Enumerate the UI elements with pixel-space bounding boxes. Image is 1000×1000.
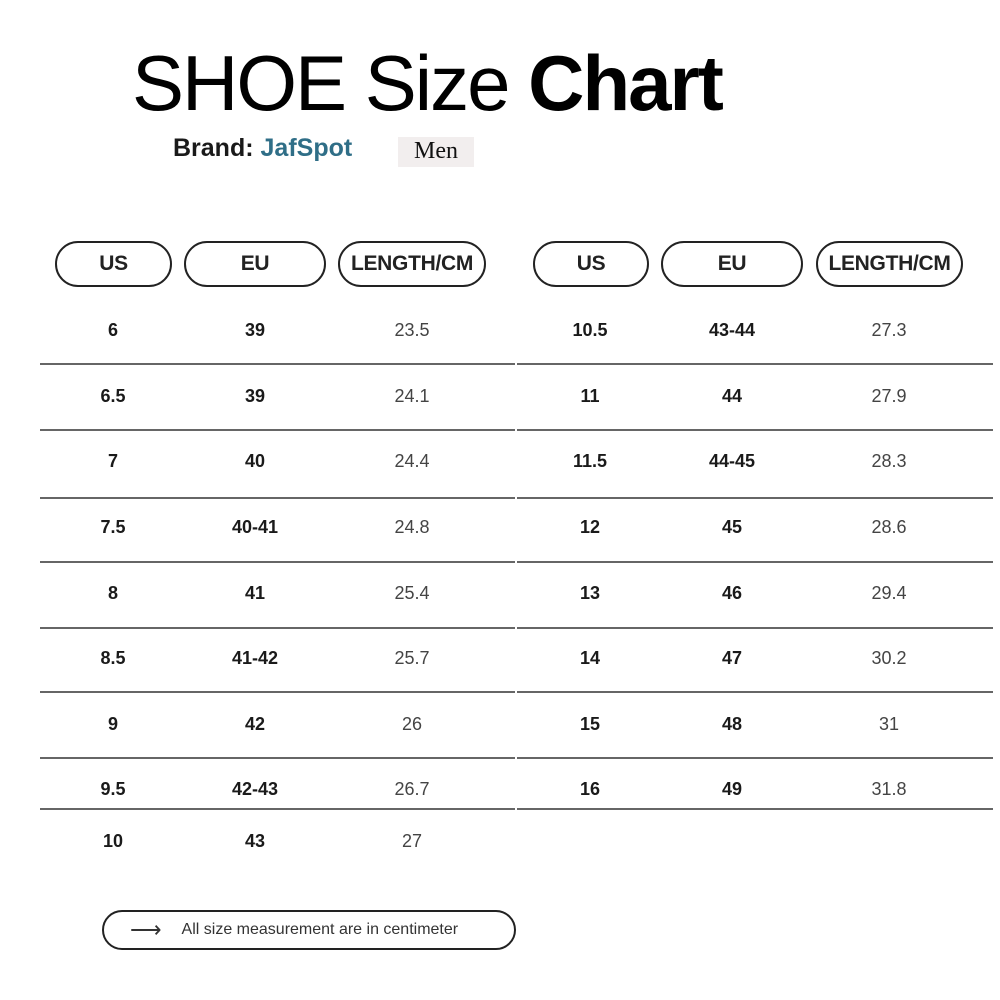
cell-eu: 40-41 bbox=[231, 517, 279, 537]
cell-eu: 40 bbox=[244, 451, 266, 471]
cell-us: 11 bbox=[580, 386, 600, 406]
cell-length: 27.3 bbox=[871, 320, 907, 340]
row-divider bbox=[40, 691, 515, 693]
cell-length: 27 bbox=[401, 831, 423, 851]
cell-eu: 39 bbox=[244, 320, 266, 340]
row-divider bbox=[517, 808, 993, 810]
cell-eu: 41 bbox=[244, 583, 266, 603]
cell-eu: 43 bbox=[244, 831, 266, 851]
cell-us: 11.5 bbox=[572, 451, 608, 471]
gender-badge: Men bbox=[398, 137, 474, 167]
cell-us: 8 bbox=[107, 583, 118, 603]
row-divider bbox=[40, 497, 515, 499]
cell-eu: 44 bbox=[721, 386, 743, 406]
cell-us: 12 bbox=[579, 517, 601, 537]
cell-length: 25.4 bbox=[394, 583, 430, 603]
cell-us: 9 bbox=[107, 714, 118, 734]
cell-length: 31.8 bbox=[871, 779, 907, 799]
cell-eu: 39 bbox=[244, 386, 266, 406]
cell-eu: 47 bbox=[721, 648, 743, 668]
cell-length: 24.4 bbox=[394, 451, 430, 471]
cell-us: 13 bbox=[579, 583, 601, 603]
cell-us: 10.5 bbox=[572, 320, 608, 340]
cell-length: 24.8 bbox=[394, 517, 430, 537]
cell-us: 7.5 bbox=[100, 517, 126, 537]
row-divider bbox=[517, 757, 993, 759]
page-title: SHOE Size Chart bbox=[132, 39, 724, 127]
cell-us: 15 bbox=[579, 714, 601, 734]
row-divider bbox=[517, 363, 993, 365]
row-divider bbox=[517, 627, 993, 629]
column-header-us: US bbox=[533, 241, 649, 287]
row-divider bbox=[517, 691, 993, 693]
cell-us: 8.5 bbox=[100, 648, 126, 668]
cell-us: 9.5 bbox=[100, 779, 126, 799]
cell-length: 30.2 bbox=[871, 648, 907, 668]
row-divider bbox=[517, 561, 993, 563]
row-divider bbox=[40, 429, 515, 431]
cell-us: 16 bbox=[579, 779, 601, 799]
cell-length: 23.5 bbox=[394, 320, 430, 340]
cell-eu: 42-43 bbox=[231, 779, 279, 799]
row-divider bbox=[40, 561, 515, 563]
row-divider bbox=[517, 429, 993, 431]
cell-eu: 45 bbox=[721, 517, 743, 537]
arrow-right-icon: ⟶ bbox=[130, 917, 162, 942]
cell-us: 6 bbox=[107, 320, 118, 340]
cell-us: 7 bbox=[107, 451, 118, 471]
cell-eu: 48 bbox=[721, 714, 743, 734]
column-header-us: US bbox=[55, 241, 172, 287]
row-divider bbox=[40, 363, 515, 365]
row-divider bbox=[517, 497, 993, 499]
cell-eu: 49 bbox=[721, 779, 743, 799]
brand-line: Brand: JafSpot bbox=[173, 134, 353, 162]
cell-length: 28.6 bbox=[871, 517, 907, 537]
cell-eu: 44-45 bbox=[708, 451, 756, 471]
column-header-length: LENGTH/CM bbox=[338, 241, 486, 287]
row-divider bbox=[40, 627, 515, 629]
cell-length: 25.7 bbox=[394, 648, 430, 668]
cell-eu: 46 bbox=[721, 583, 743, 603]
row-divider bbox=[40, 808, 515, 810]
column-header-eu: EU bbox=[184, 241, 326, 287]
brand-name: JafSpot bbox=[260, 134, 353, 162]
measurement-note: ⟶ All size measurement are in centimeter bbox=[102, 910, 516, 950]
column-header-length: LENGTH/CM bbox=[816, 241, 963, 287]
cell-us: 6.5 bbox=[100, 386, 126, 406]
row-divider bbox=[40, 757, 515, 759]
cell-eu: 41-42 bbox=[231, 648, 279, 668]
cell-length: 27.9 bbox=[871, 386, 907, 406]
cell-us: 14 bbox=[579, 648, 601, 668]
cell-length: 24.1 bbox=[394, 386, 430, 406]
cell-length: 28.3 bbox=[871, 451, 907, 471]
cell-us: 10 bbox=[102, 831, 124, 851]
cell-length: 26 bbox=[401, 714, 423, 734]
column-header-eu: EU bbox=[661, 241, 803, 287]
cell-length: 26.7 bbox=[394, 779, 430, 799]
note-text: All size measurement are in centimeter bbox=[181, 921, 459, 938]
cell-length: 29.4 bbox=[871, 583, 907, 603]
cell-eu: 42 bbox=[244, 714, 266, 734]
cell-length: 31 bbox=[878, 714, 900, 734]
cell-eu: 43-44 bbox=[708, 320, 756, 340]
